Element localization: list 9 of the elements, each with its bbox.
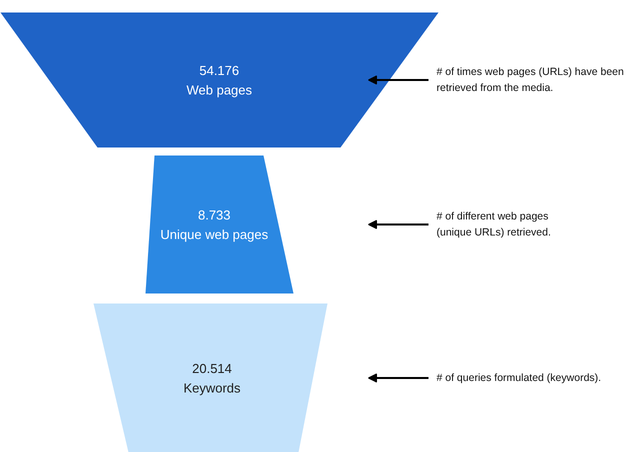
category-label: Keywords: [183, 380, 242, 396]
data-label: 54.176: [199, 62, 240, 78]
data-label: 8.733: [198, 207, 231, 222]
text: # of times web pages (URLs) have been retrieved from the media.: [436, 66, 624, 94]
data-label: 20.514: [192, 360, 232, 376]
category-label: Web pages: [186, 82, 253, 98]
category-label: Unique web pages: [160, 226, 269, 242]
text: # of different web pages (unique URLs) retrieved.: [436, 210, 551, 238]
text: # of queries formulated (keywords).: [436, 372, 602, 384]
